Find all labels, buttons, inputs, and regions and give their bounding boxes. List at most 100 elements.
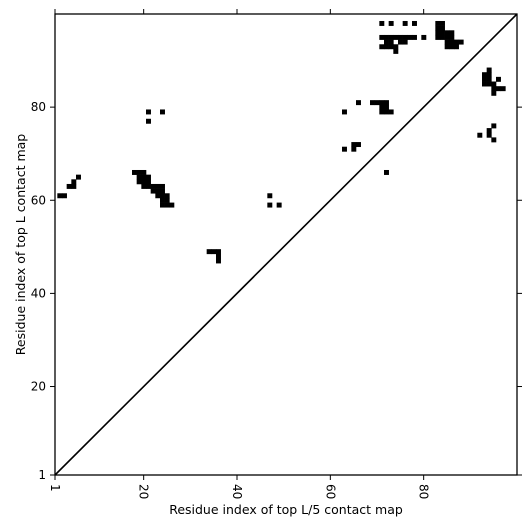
contact-cell — [164, 197, 170, 203]
contact-cell — [384, 39, 389, 45]
contact-cell — [454, 44, 459, 50]
contact-cell — [407, 34, 413, 40]
contact-cell — [482, 72, 487, 78]
contact-cell — [155, 188, 161, 194]
contact-cell — [393, 34, 399, 40]
contact-cell — [132, 169, 137, 175]
contact-cell — [440, 20, 445, 26]
contact-cell — [342, 146, 347, 152]
contact-cell — [388, 109, 394, 115]
contact-cell — [440, 30, 445, 36]
contact-cell — [449, 39, 455, 45]
contact-cell — [160, 193, 165, 199]
contact-cell — [76, 174, 81, 180]
contact-cell — [440, 25, 445, 31]
x-tick-label: 40 — [230, 484, 244, 499]
contact-cell — [141, 169, 147, 175]
contact-cell — [496, 76, 501, 82]
x-tick-label: 60 — [323, 484, 337, 499]
contact-cell — [206, 249, 212, 255]
contact-cell — [160, 109, 165, 115]
contact-cell — [62, 193, 67, 199]
contact-cell — [164, 193, 170, 199]
contact-cell — [486, 72, 492, 78]
x-tick-label: 1 — [48, 484, 62, 492]
x-tick-label: 80 — [417, 484, 431, 499]
contact-cell — [164, 202, 170, 208]
contact-cell — [491, 81, 497, 87]
contact-cell — [388, 39, 394, 45]
plot-frame — [54, 13, 518, 476]
diagonal-line — [54, 13, 518, 476]
contact-cell — [379, 100, 385, 106]
contact-cell — [412, 34, 417, 40]
contact-cell — [136, 179, 142, 185]
contact-cell — [388, 34, 394, 40]
contact-cell — [146, 109, 151, 115]
contact-cell — [482, 81, 487, 87]
contact-cell — [267, 202, 273, 208]
contact-cell — [444, 44, 450, 50]
contact-cell — [374, 100, 380, 106]
contact-cell — [388, 44, 394, 50]
contact-cell — [444, 30, 450, 36]
contact-cell — [384, 169, 389, 175]
contact-cell — [388, 20, 394, 26]
contact-cell — [398, 34, 403, 40]
contact-cell — [486, 128, 492, 134]
contact-cell — [276, 202, 282, 208]
contact-cell — [146, 183, 151, 189]
contact-cells — [57, 20, 506, 264]
contact-cell — [421, 34, 427, 40]
y-tick-label: 60 — [31, 193, 46, 207]
contact-cell — [458, 39, 464, 45]
contact-cell — [155, 193, 161, 199]
contact-cell — [141, 183, 147, 189]
contact-cell — [449, 30, 455, 36]
contact-cell — [379, 34, 385, 40]
contact-cell — [412, 20, 417, 26]
contact-cell — [384, 34, 389, 40]
contact-cell — [486, 67, 492, 73]
y-axis-title: Residue index of top L contact map — [13, 134, 28, 355]
x-axis-title: Residue index of top L/5 contact map — [169, 502, 403, 517]
contact-cell — [384, 104, 389, 110]
contact-cell — [402, 20, 408, 26]
contact-cell — [454, 39, 459, 45]
contact-cell — [435, 20, 441, 26]
contact-cell — [496, 86, 501, 92]
contact-cell — [486, 81, 492, 87]
contact-cell — [393, 48, 399, 54]
x-tick-label: 20 — [137, 484, 151, 499]
contact-cell — [402, 34, 408, 40]
contact-cell — [384, 44, 389, 50]
contact-cell — [435, 34, 441, 40]
contact-cell — [444, 34, 450, 40]
contact-cell — [379, 44, 385, 50]
ticks-layer: 1 20 40 60 80 1 20 40 60 80 — [31, 9, 522, 499]
contact-cell — [379, 104, 385, 110]
contact-cell — [356, 100, 361, 106]
contact-cell — [216, 253, 221, 259]
contact-cell — [71, 179, 77, 185]
contact-cell — [449, 34, 455, 40]
contact-cell — [150, 188, 156, 194]
contact-cell — [169, 202, 175, 208]
contact-cell — [150, 183, 156, 189]
contact-cell — [146, 118, 151, 124]
contact-cell — [449, 44, 455, 50]
contact-cell — [160, 197, 165, 203]
contact-cell — [393, 44, 399, 50]
contact-cell — [491, 86, 497, 92]
contact-cell — [370, 100, 375, 106]
contact-cell — [491, 90, 497, 96]
contact-cell — [398, 39, 403, 45]
contact-cell — [482, 76, 487, 82]
contact-cell — [435, 25, 441, 31]
contact-cell — [486, 132, 492, 138]
contact-cell — [141, 179, 147, 185]
contact-cell — [160, 202, 165, 208]
contact-cell — [146, 174, 151, 180]
contact-cell — [402, 39, 408, 45]
